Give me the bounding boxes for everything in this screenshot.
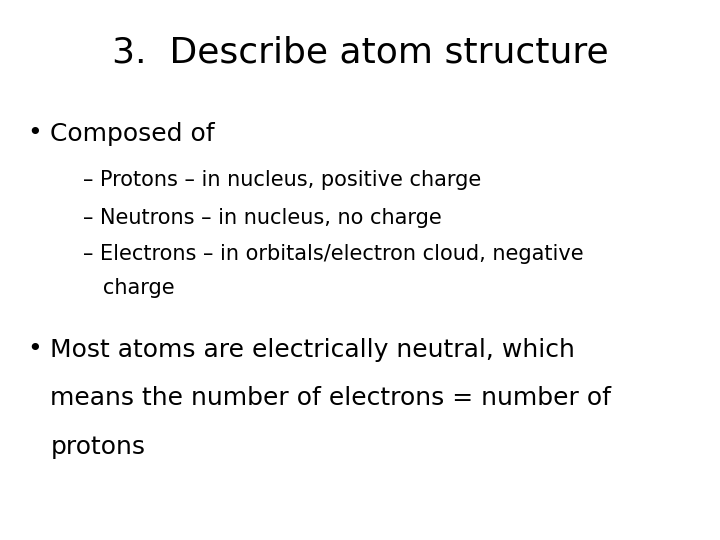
Text: – Neutrons – in nucleus, no charge: – Neutrons – in nucleus, no charge	[83, 208, 441, 228]
Text: •: •	[27, 338, 42, 361]
Text: protons: protons	[50, 435, 145, 458]
Text: – Protons – in nucleus, positive charge: – Protons – in nucleus, positive charge	[83, 170, 481, 190]
Text: – Electrons – in orbitals/electron cloud, negative: – Electrons – in orbitals/electron cloud…	[83, 244, 583, 264]
Text: 3.  Describe atom structure: 3. Describe atom structure	[112, 35, 608, 69]
Text: Most atoms are electrically neutral, which: Most atoms are electrically neutral, whi…	[50, 338, 575, 361]
Text: charge: charge	[83, 278, 174, 298]
Text: •: •	[27, 122, 42, 145]
Text: Composed of: Composed of	[50, 122, 215, 145]
Text: means the number of electrons = number of: means the number of electrons = number o…	[50, 386, 611, 410]
